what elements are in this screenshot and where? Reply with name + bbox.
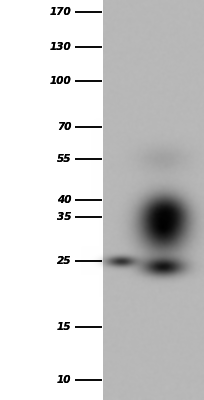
Text: 100: 100 — [50, 76, 71, 86]
Text: 70: 70 — [57, 122, 71, 132]
Text: 15: 15 — [57, 322, 71, 332]
Text: 15: 15 — [57, 322, 71, 332]
Text: 130: 130 — [50, 42, 71, 52]
FancyBboxPatch shape — [103, 0, 204, 400]
Text: 55: 55 — [57, 154, 71, 164]
Text: 170: 170 — [50, 7, 71, 17]
Text: 25: 25 — [57, 256, 71, 266]
Text: 10: 10 — [57, 375, 71, 385]
Text: 40: 40 — [57, 195, 71, 205]
Text: 55: 55 — [57, 154, 71, 164]
Text: 170: 170 — [50, 7, 71, 17]
Text: 35: 35 — [57, 212, 71, 222]
Text: 40: 40 — [57, 195, 71, 205]
Text: 100: 100 — [50, 76, 71, 86]
Text: 35: 35 — [57, 212, 71, 222]
Text: 70: 70 — [57, 122, 71, 132]
Text: 10: 10 — [57, 375, 71, 385]
Text: 130: 130 — [50, 42, 71, 52]
Text: 25: 25 — [57, 256, 71, 266]
